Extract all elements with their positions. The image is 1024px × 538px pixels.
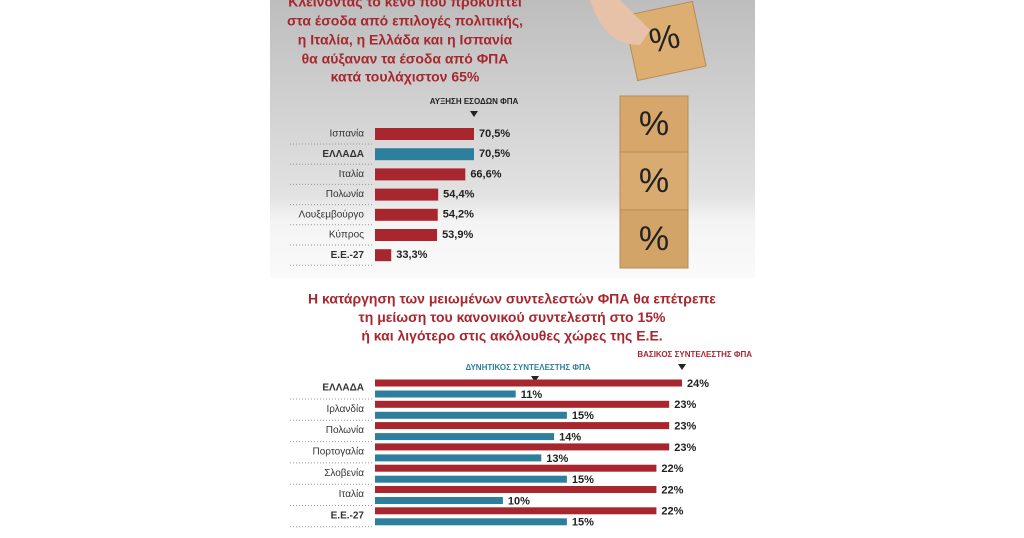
bar [375,422,670,430]
value-label: 70,5% [479,128,510,140]
bar [375,249,392,262]
category-label: Ιταλία [339,168,365,180]
value-label: 53,9% [442,229,473,241]
legend-pointer [470,111,478,117]
chart-title: κατά τουλάχιστον 65% [331,69,480,85]
bar [375,433,555,441]
bar [375,486,657,493]
category-label: Κύπρος [329,229,364,241]
category-label: Ε.Ε.-27 [331,510,365,521]
category-label: Ισπανία [330,128,365,140]
value-label: 15% [572,410,594,422]
bar [375,497,503,504]
bar [375,128,474,140]
category-label: ΕΛΛΑΔΑ [322,383,364,394]
photo-text: % [639,105,669,143]
value-label: 11% [521,389,543,401]
value-label: 23% [674,421,696,433]
bar [375,507,657,515]
chart-title: τη μείωση του κανονικού συντελεστή στο 1… [359,309,667,325]
legend-pointer [678,364,686,370]
chart-title: Κλείνοντας το κενό που προκύπτει [288,0,522,10]
value-label: 14% [559,432,581,444]
value-label: 22% [661,506,683,518]
value-label: 10% [508,495,530,507]
bar [375,168,466,181]
value-label: 33,3% [396,249,427,261]
value-label: 54,2% [443,209,474,221]
photo-cubes [590,0,707,269]
value-label: 15% [572,474,594,486]
bar [375,379,682,387]
bar [375,208,438,221]
chart-title: στα έσοδα από επιλογές πολιτικής, [287,13,523,29]
category-label: Ε.Ε.-27 [331,250,365,261]
bar [375,475,567,483]
bar [375,464,657,472]
bar [375,443,670,451]
chart-title: θα αύξαναν τα έσοδα από ΦΠΑ [302,51,509,67]
bar [375,518,567,526]
chart-1: Κλείνοντας το κενό που προκύπτει στα έσοδ… [287,0,683,266]
category-label: Πολωνία [326,424,364,436]
chart-title: η Ιταλία, η Ελλάδα και η Ισπανία [298,32,513,48]
bar [375,229,438,241]
value-label: 23% [674,399,696,411]
chart-title: ή και λιγότερο στις ακόλουθες χώρες της … [361,328,662,344]
category-label: Σλοβενία [324,467,364,479]
category-label: Ιταλία [339,488,365,500]
bar [375,148,474,161]
category-label: Ιρλανδία [327,403,365,415]
value-label: 24% [687,378,709,390]
category-label: Πορτογαλία [313,446,365,458]
bar [375,188,439,201]
legend-label: ΔΥΝΗΤΙΚΟΣ ΣΥΝΤΕΛΕΣΤΗΣ ΦΠΑ [465,363,590,372]
bar [375,411,567,419]
value-label: 15% [572,517,594,529]
series-label: ΑΥΞΗΣΗ ΕΣΟΔΩΝ ΦΠΑ [430,97,519,106]
bar [375,454,542,462]
photo-text: % [639,162,669,200]
photo-text: % [639,220,669,258]
value-label: 13% [546,453,568,465]
category-label: Λουξεμβούργο [299,208,365,220]
bar [375,390,516,398]
category-label: Πολωνία [326,188,364,200]
value-label: 23% [674,442,696,454]
chart-2: Η κατάργηση των μειωμένων συντελεστών ΦΠ… [290,291,752,529]
legend-label: ΒΑΣΙΚΟΣ ΣΥΝΤΕΛΕΣΤΗΣ ΦΠΑ [637,350,752,359]
value-label: 22% [661,484,683,496]
chart-title: Η κατάργηση των μειωμένων συντελεστών ΦΠ… [308,291,716,307]
bar [375,400,670,408]
value-label: 54,4% [443,189,474,201]
value-label: 22% [661,463,683,475]
category-label: ΕΛΛΑΔΑ [322,149,364,160]
legend-pointer [531,376,539,382]
value-label: 66,6% [470,168,501,180]
value-label: 70,5% [479,148,510,160]
